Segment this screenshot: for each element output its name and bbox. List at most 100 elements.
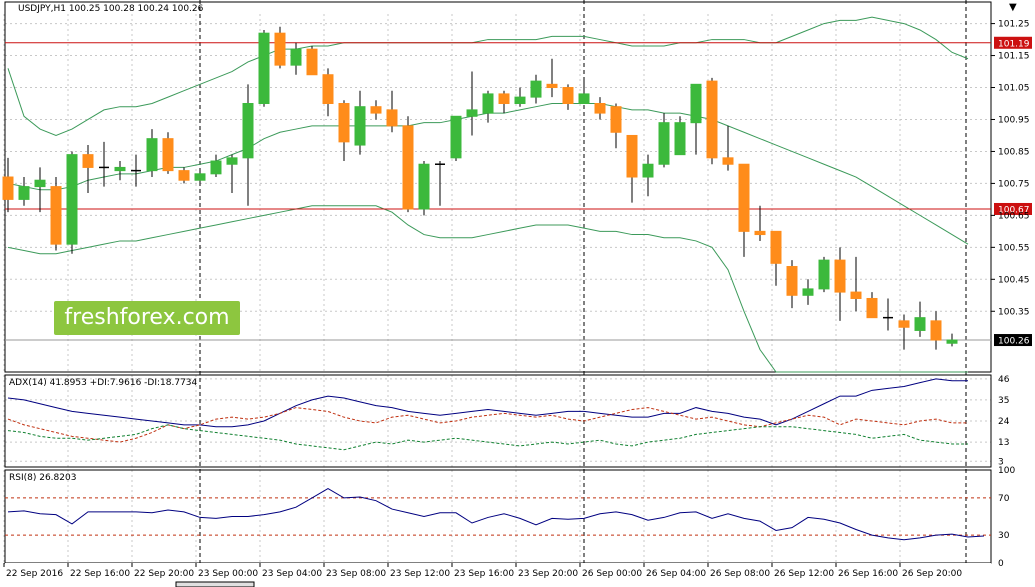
x-tick-label: 26 Sep 16:00 <box>838 569 898 579</box>
candle-body <box>914 317 926 331</box>
x-tick-label: 22 Sep 2016 <box>6 569 63 579</box>
candle-body <box>146 138 158 172</box>
rsi-tick-label: 100 <box>998 466 1015 476</box>
candlesticks[interactable] <box>2 26 958 350</box>
panel-frame <box>4 374 992 468</box>
candle-body <box>114 166 126 172</box>
candle <box>610 103 622 149</box>
candle-body <box>482 93 494 114</box>
adx-label: ADX(14) 41.8953 +DI:7.9616 -DI:18.7734 <box>9 378 198 388</box>
adx-tick-label: 13 <box>998 438 1009 448</box>
level-tag <box>994 36 1032 49</box>
x-tick-label: 23 Sep 08:00 <box>326 569 386 579</box>
candle-body <box>642 163 654 178</box>
x-tick-label: 22 Sep 20:00 <box>134 569 194 579</box>
y-tick-label: 100.75 <box>998 179 1030 189</box>
candle <box>642 154 654 197</box>
y-tick-label: 100.55 <box>998 243 1030 253</box>
candle-body <box>898 320 910 328</box>
candle-body <box>82 154 94 168</box>
candle-body <box>658 122 670 165</box>
candle-body <box>786 266 798 296</box>
candle <box>274 26 286 69</box>
x-tick-label: 26 Sep 08:00 <box>710 569 770 579</box>
candle-body <box>850 291 862 299</box>
candle <box>514 87 526 107</box>
candle-body <box>418 163 430 210</box>
bollinger-lower <box>7 205 968 373</box>
candle <box>450 115 462 162</box>
level-label: 101.19 <box>998 39 1030 49</box>
y-tick-label: 100.45 <box>998 275 1030 285</box>
candle <box>786 260 798 309</box>
candle <box>418 161 430 216</box>
level-tag <box>994 202 1032 215</box>
adx-series-+DI <box>7 407 968 443</box>
axis-labels: 101.25 101.15 101.05 100.95 100.85 100.75 100.… <box>3 20 1030 587</box>
x-tick-label: 26 Sep 12:00 <box>774 569 834 579</box>
candle <box>818 256 830 293</box>
candle <box>802 279 814 305</box>
rsi-tick-label: 30 <box>998 531 1010 541</box>
candle-body <box>322 74 334 104</box>
candle <box>435 161 445 206</box>
candle <box>754 205 766 241</box>
y-tick-label: 101.05 <box>998 84 1030 94</box>
x-tick-label: 22 Sep 16:00 <box>70 569 130 579</box>
candle-body <box>226 157 238 165</box>
rsi-panel <box>5 488 991 541</box>
rsi-tick-label: 70 <box>998 494 1010 504</box>
candle <box>578 77 590 104</box>
candle <box>690 83 702 155</box>
candle <box>530 74 542 104</box>
candle-body <box>178 170 190 181</box>
rsi-tick-label: 0 <box>998 559 1004 569</box>
x-tick-label: 23 Sep 16:00 <box>454 569 514 579</box>
watermark: freshforex.com <box>54 301 240 335</box>
x-tick-label: 26 Sep 00:00 <box>582 569 642 579</box>
x-tick-label: 23 Sep 12:00 <box>390 569 450 579</box>
candle-body <box>354 106 366 146</box>
candle-body <box>498 93 510 104</box>
candle-body <box>18 186 30 200</box>
candle-body <box>594 103 606 114</box>
adx-series--DI <box>7 424 968 451</box>
candle <box>131 154 141 187</box>
candle <box>674 116 686 156</box>
candle-body <box>754 230 766 236</box>
candle <box>898 314 910 350</box>
candle <box>402 116 414 213</box>
x-tick-label: 23 Sep 04:00 <box>262 569 322 579</box>
candle <box>466 71 478 136</box>
candle-body <box>834 259 846 293</box>
watermark-text: freshforex.com <box>64 305 230 330</box>
candle-body <box>578 93 590 104</box>
x-tick-label: 26 Sep 04:00 <box>646 569 706 579</box>
candle <box>194 170 206 184</box>
scroll-marker <box>175 581 255 587</box>
adx-series-ADX <box>7 378 968 428</box>
candle-body <box>450 115 462 159</box>
bollinger-upper <box>7 16 969 137</box>
triangle-down-icon[interactable]: ▼ <box>1009 2 1017 13</box>
current-price-tag <box>994 334 1032 347</box>
candle <box>290 42 302 75</box>
panel-frame <box>4 469 992 564</box>
candle <box>99 141 109 187</box>
candle-body <box>50 186 62 245</box>
level-label: 100.67 <box>998 205 1030 215</box>
candle <box>562 84 574 110</box>
candle <box>306 45 318 76</box>
candle-body <box>690 83 702 124</box>
adx-tick-label: 24 <box>998 417 1010 427</box>
candle <box>162 132 174 174</box>
candle-body <box>674 122 686 156</box>
candle <box>322 68 334 117</box>
candle <box>242 84 254 206</box>
candle <box>930 311 942 350</box>
candle-body <box>306 48 318 76</box>
candle <box>34 167 46 213</box>
candle <box>946 333 958 347</box>
candle <box>18 177 30 206</box>
